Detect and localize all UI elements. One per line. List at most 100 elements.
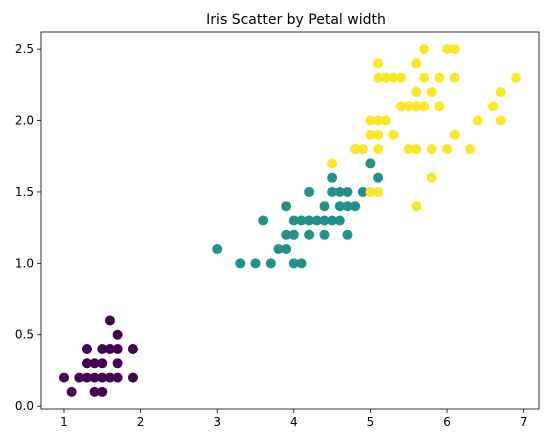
data-point-2-20 — [411, 201, 422, 212]
data-point-2-36 — [449, 72, 460, 83]
data-point-2-29 — [426, 144, 437, 155]
data-point-1-16 — [304, 186, 315, 197]
data-point-1-24 — [334, 215, 345, 226]
data-point-1-3 — [258, 215, 269, 226]
data-point-0-21 — [127, 344, 138, 355]
data-point-0-2 — [74, 372, 85, 383]
data-point-1-17 — [311, 215, 322, 226]
data-point-2-11 — [373, 58, 384, 69]
data-point-2-21 — [411, 144, 422, 155]
x-tick-label: 1 — [60, 415, 68, 429]
x-tick-label: 4 — [290, 415, 298, 429]
data-point-2-3 — [365, 186, 376, 197]
data-point-2-24 — [411, 58, 422, 69]
y-tick-label: 2.0 — [15, 114, 34, 128]
data-point-0-18 — [112, 344, 123, 355]
data-point-2-18 — [403, 144, 414, 155]
data-point-1-25 — [334, 201, 345, 212]
data-point-0-3 — [81, 372, 92, 383]
data-point-2-8 — [373, 129, 384, 140]
plot-frame — [40, 31, 540, 410]
data-point-2-12 — [380, 115, 391, 126]
data-point-2-39 — [472, 115, 483, 126]
data-point-1-30 — [350, 201, 361, 212]
data-point-1-0 — [212, 244, 223, 255]
data-point-0-7 — [89, 372, 100, 383]
data-point-1-18 — [319, 229, 330, 240]
data-point-2-28 — [426, 172, 437, 183]
data-point-0-15 — [104, 315, 115, 326]
y-tick-label: 2.5 — [15, 42, 34, 56]
x-tick-label: 5 — [367, 415, 375, 429]
x-tick-label: 6 — [443, 415, 451, 429]
data-point-1-7 — [281, 229, 292, 240]
data-point-1-34 — [373, 172, 384, 183]
data-point-2-7 — [373, 144, 384, 155]
data-point-1-23 — [327, 172, 338, 183]
data-point-0-19 — [112, 329, 123, 340]
data-point-0-14 — [104, 344, 115, 355]
data-point-1-27 — [342, 229, 353, 240]
data-point-2-16 — [396, 101, 407, 112]
data-point-2-38 — [465, 144, 476, 155]
data-point-1-2 — [250, 258, 261, 269]
y-tick-label: 0.5 — [15, 328, 34, 342]
data-point-0-12 — [97, 344, 108, 355]
data-point-1-11 — [288, 215, 299, 226]
data-point-2-14 — [388, 129, 399, 140]
data-point-0-13 — [104, 372, 115, 383]
data-point-0-8 — [89, 358, 100, 369]
data-point-1-12 — [296, 258, 307, 269]
data-point-2-1 — [350, 144, 361, 155]
y-tick-label: 1.0 — [15, 256, 34, 270]
data-point-2-34 — [442, 44, 453, 55]
data-point-1-14 — [304, 229, 315, 240]
data-point-1-29 — [342, 186, 353, 197]
data-point-2-26 — [419, 72, 430, 83]
data-point-1-4 — [265, 258, 276, 269]
chart-title: Iris Scatter by Petal width — [206, 12, 386, 28]
axes: 1 2 3 4 5 6 7 0.0 0.5 1.0 1.5 2.0 2.5 — [15, 31, 540, 429]
data-point-1-28 — [342, 201, 353, 212]
data-point-0-1 — [66, 386, 77, 397]
data-point-2-42 — [495, 86, 506, 97]
data-point-2-2 — [357, 144, 368, 155]
data-point-2-25 — [419, 101, 430, 112]
data-point-2-23 — [411, 86, 422, 97]
data-point-0-4 — [81, 358, 92, 369]
data-point-2-17 — [396, 72, 407, 83]
data-point-0-11 — [97, 358, 108, 369]
y-tick-label: 0.0 — [15, 399, 34, 413]
data-points — [58, 44, 522, 397]
data-point-2-37 — [449, 44, 460, 55]
data-point-1-1 — [235, 258, 246, 269]
data-point-2-19 — [403, 101, 414, 112]
data-point-2-22 — [411, 101, 422, 112]
data-point-1-8 — [281, 201, 292, 212]
data-point-2-41 — [495, 115, 506, 126]
data-point-2-6 — [373, 186, 384, 197]
x-tick-label: 7 — [520, 415, 528, 429]
y-tick-label: 1.5 — [15, 185, 34, 199]
data-point-1-10 — [288, 229, 299, 240]
data-point-2-15 — [388, 72, 399, 83]
data-point-1-6 — [281, 244, 292, 255]
data-point-1-5 — [273, 244, 284, 255]
data-point-1-32 — [357, 186, 368, 197]
data-point-2-33 — [442, 144, 453, 155]
data-point-1-13 — [296, 215, 307, 226]
data-point-2-32 — [434, 72, 445, 83]
data-point-2-5 — [365, 115, 376, 126]
data-point-1-20 — [319, 201, 330, 212]
data-point-1-22 — [327, 186, 338, 197]
data-point-1-26 — [334, 186, 345, 197]
data-point-0-17 — [112, 358, 123, 369]
data-point-0-6 — [89, 386, 100, 397]
data-point-2-27 — [419, 44, 430, 55]
data-point-0-20 — [127, 372, 138, 383]
data-point-0-5 — [81, 344, 92, 355]
data-point-2-43 — [511, 72, 522, 83]
data-point-2-0 — [327, 158, 338, 169]
data-point-2-13 — [380, 72, 391, 83]
